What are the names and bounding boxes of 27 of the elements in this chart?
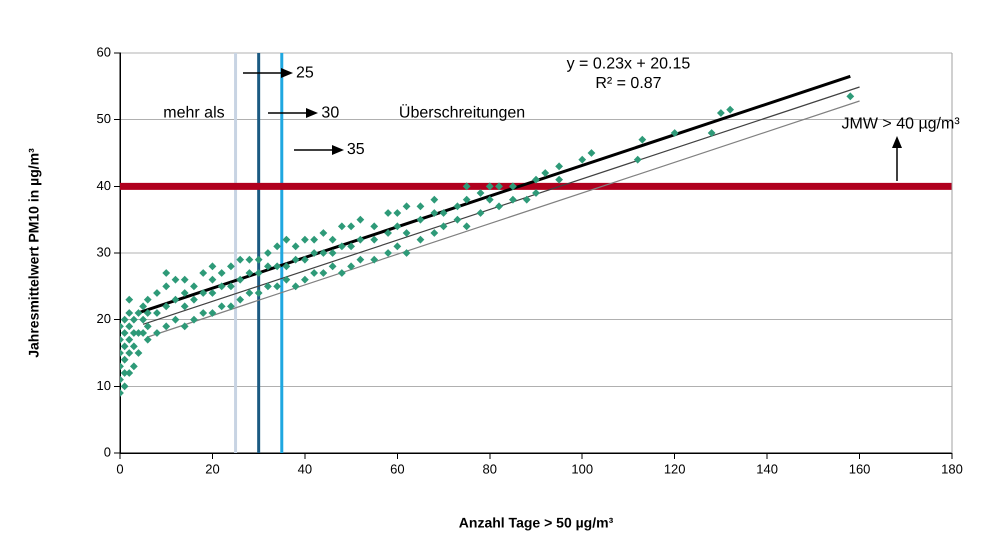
- x-tick-label: 140: [756, 461, 778, 476]
- y-tick-label: 60: [96, 44, 111, 60]
- y-tick-label: 30: [96, 244, 111, 260]
- annotation: mehr als: [163, 104, 225, 122]
- y-tick-label: 20: [96, 311, 111, 326]
- y-tick-label: 0: [104, 444, 111, 460]
- y-tick-label: 50: [96, 111, 111, 126]
- annotation: R² = 0.87: [595, 75, 662, 92]
- x-tick-label: 40: [298, 461, 312, 476]
- annotation: Überschreitungen: [398, 103, 526, 122]
- annotation: 25: [296, 64, 314, 82]
- x-tick-label: 100: [571, 461, 594, 476]
- x-axis-title: Anzahl Tage > 50 µg/m³: [458, 514, 614, 530]
- x-tick-label: 120: [664, 461, 686, 476]
- x-tick-label: 180: [941, 461, 963, 476]
- y-axis-title: Jahresmittelwert PM10 in µg/m³: [25, 148, 42, 358]
- x-tick-label: 80: [482, 461, 498, 476]
- annotation: y = 0.23x + 20.15: [566, 56, 690, 73]
- annotation: JMW > 40 µg/m³: [842, 116, 960, 133]
- y-tick-label: 40: [96, 178, 111, 193]
- x-tick-label: 60: [390, 461, 405, 476]
- x-tick-label: 160: [848, 461, 870, 476]
- annotation: 35: [346, 141, 365, 158]
- annotation: 30: [321, 104, 340, 122]
- y-tick-label: 10: [96, 378, 111, 393]
- x-tick-label: 20: [205, 461, 220, 476]
- x-tick-label: 0: [116, 461, 124, 476]
